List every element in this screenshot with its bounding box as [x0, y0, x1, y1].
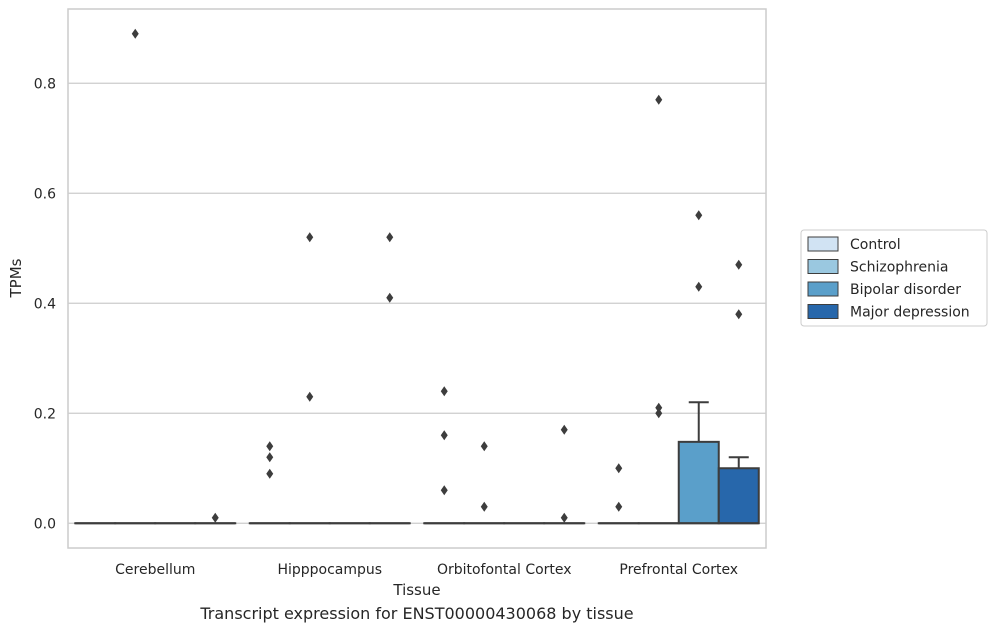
outlier-point [615, 463, 623, 474]
outlier-point [655, 408, 663, 419]
outlier-point [306, 391, 314, 402]
box-0-3 [597, 463, 640, 525]
y-tick-label: 0.8 [34, 76, 56, 92]
outlier-point [440, 386, 448, 397]
outlier-point [480, 501, 488, 512]
outlier-point [131, 28, 139, 39]
x-ticks: Cerebellum Hipppocampus Orbitofontal Corte… [115, 562, 738, 578]
y-tick-label: 0.6 [34, 186, 56, 202]
legend-swatch [807, 236, 839, 252]
outlier-point [655, 402, 663, 413]
outlier-point [440, 430, 448, 441]
y-tick-label: 0.2 [34, 406, 56, 422]
outlier-point [655, 94, 663, 105]
x-tick-label: Cerebellum [115, 562, 195, 578]
chart-caption: Transcript expression for ENST0000043006… [200, 604, 634, 623]
outlier-point [440, 485, 448, 496]
legend-frame [800, 229, 988, 327]
outlier-point [386, 232, 394, 243]
outlier-point [211, 512, 219, 523]
box [717, 467, 760, 525]
outlier-point [306, 232, 314, 243]
x-tick-label: Hipppocampus [277, 562, 382, 578]
y-axis-label: TPMs [7, 258, 25, 298]
y-tick-label: 0.4 [34, 296, 56, 312]
outlier-point [386, 292, 394, 303]
x-axis-label: Tissue [392, 581, 440, 599]
box-3-2 [543, 424, 586, 525]
legend-swatch [807, 304, 839, 319]
outlier-point [266, 441, 274, 452]
box-1-1 [288, 232, 331, 525]
outlier-point [560, 512, 568, 523]
legend-label: Major depression [850, 305, 970, 321]
box-3-0 [194, 512, 237, 525]
box-2-3 [677, 210, 720, 525]
box-1-0 [114, 28, 157, 525]
y-tick-label: 0.0 [34, 516, 56, 532]
outlier-point [735, 259, 743, 270]
legend-label: Schizophrenia [850, 260, 948, 276]
outlier-point [480, 441, 488, 452]
legend-swatch [807, 281, 839, 297]
legend: Control Schizophrenia Bipolar disorder Majo… [800, 229, 988, 327]
plot-frame [67, 8, 767, 549]
box-3-3 [717, 259, 760, 525]
box-1-2 [463, 441, 506, 525]
y-ticks: 0.0 0.2 0.4 0.6 0.8 [34, 76, 56, 532]
box-3-1 [368, 232, 411, 525]
outlier-point [695, 281, 703, 292]
outlier-point [695, 210, 703, 221]
box-0-2 [423, 386, 466, 525]
box-1-3 [637, 94, 680, 525]
legend-swatch [807, 259, 839, 274]
box [677, 440, 720, 525]
outlier-point [560, 424, 568, 435]
x-tick-label: Prefrontal Cortex [619, 562, 738, 578]
outlier-point [735, 309, 743, 320]
x-tick-label: Orbitofontal Cortex [437, 562, 572, 578]
box-0-1 [248, 441, 291, 525]
outlier-point [266, 452, 274, 463]
boxes [74, 28, 760, 525]
outlier-point [615, 501, 623, 512]
legend-label: Bipolar disorder [850, 282, 961, 298]
gridlines [68, 82, 766, 524]
outlier-point [266, 468, 274, 479]
legend-label: Control [850, 237, 901, 253]
